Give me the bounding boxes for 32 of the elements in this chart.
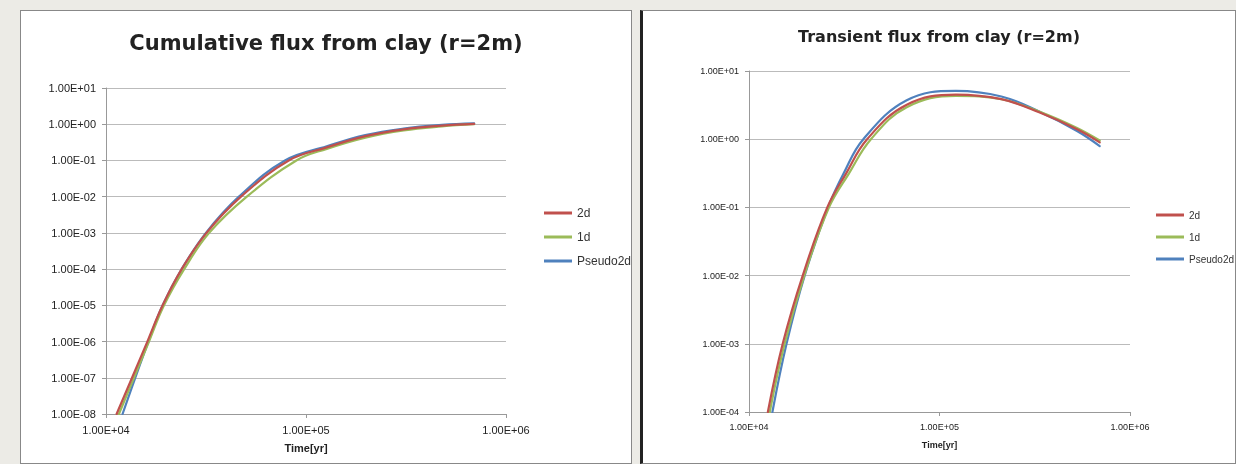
x-tick-label: 1.00E+06 bbox=[482, 423, 530, 436]
legend-label: Pseudo2d bbox=[1189, 253, 1235, 265]
x-tick-label: 1.00E+06 bbox=[1110, 421, 1150, 432]
y-tick-label: 1.00E+01 bbox=[700, 66, 739, 76]
x-tick-label: 1.00E+04 bbox=[82, 423, 130, 436]
y-tick-label: 1.00E-01 bbox=[702, 202, 739, 213]
y-tick-label: 1.00E-01 bbox=[51, 154, 96, 167]
y-tick-label: 1.00E-08 bbox=[51, 408, 96, 420]
y-tick-label: 1.00E-02 bbox=[51, 190, 96, 203]
y-tick-label: 1.00E+01 bbox=[48, 82, 96, 94]
y-tick-label: 1.00E-02 bbox=[702, 270, 739, 281]
y-tick-label: 1.00E-03 bbox=[702, 338, 739, 349]
y-tick-label: 1.00E+00 bbox=[48, 118, 96, 131]
chart-title: Cumulative flux from clay (r=2m) bbox=[129, 30, 523, 55]
chart-title: Transient flux from clay (r=2m) bbox=[798, 26, 1080, 46]
y-tick-label: 1.00E-06 bbox=[51, 335, 96, 348]
y-tick-label: 1.00E-05 bbox=[51, 299, 96, 312]
x-tick-label: 1.00E+05 bbox=[282, 423, 330, 436]
y-tick-label: 1.00E-04 bbox=[51, 263, 96, 276]
y-tick-label: 1.00E-07 bbox=[51, 371, 96, 384]
legend-label: 1d bbox=[1189, 231, 1201, 243]
legend-label: Pseudo2d bbox=[577, 254, 632, 268]
y-tick-label: 1.00E+00 bbox=[700, 134, 739, 145]
x-tick-label: 1.00E+04 bbox=[729, 421, 769, 432]
x-tick-label: 1.00E+05 bbox=[920, 421, 959, 432]
legend-label: 1d bbox=[577, 230, 591, 244]
y-tick-label: 1.00E-03 bbox=[51, 226, 96, 239]
legend-label: 2d bbox=[1189, 209, 1201, 221]
x-axis-title: Time[yr] bbox=[284, 441, 328, 454]
x-axis-title: Time[yr] bbox=[921, 439, 958, 450]
legend-label: 2d bbox=[577, 206, 591, 220]
y-tick-label: 1.00E-04 bbox=[702, 407, 739, 417]
